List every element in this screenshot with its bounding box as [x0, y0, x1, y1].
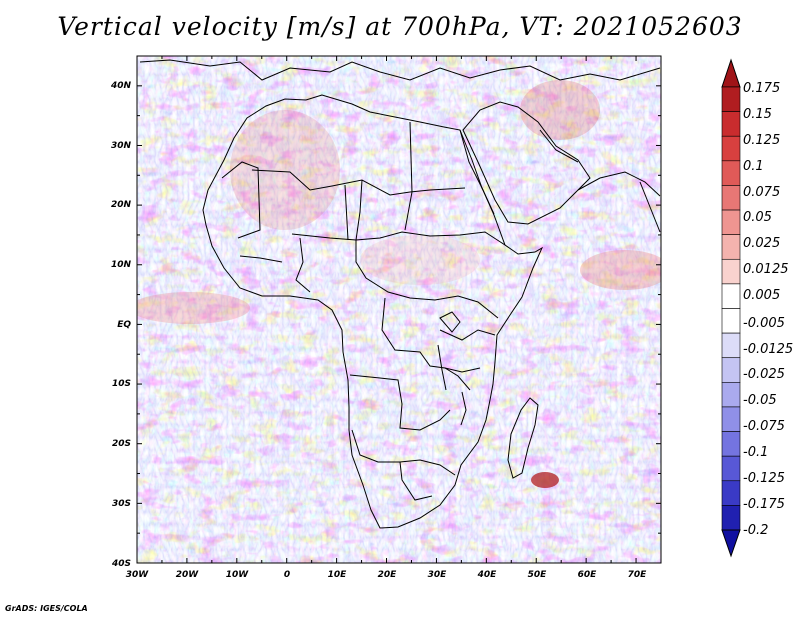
lat-tick-label: 10N	[111, 260, 132, 270]
lat-tick-labels: 40N 30N 20N 10N EQ 10S 20S 30S 40S	[110, 81, 132, 569]
lat-tick-label: 40S	[111, 559, 131, 569]
colorbar-segment	[721, 135, 741, 162]
colorbar-label: -0.125	[743, 471, 785, 486]
arabian-peninsula	[462, 101, 591, 225]
lon-tick-label: 0	[284, 570, 290, 580]
colorbar-segment	[721, 209, 741, 235]
colorbar-segment	[721, 382, 741, 408]
lat-tick-label: 30N	[111, 141, 132, 151]
credit-text: GrADS: IGES/COLA	[5, 604, 88, 613]
border-6	[344, 184, 349, 241]
lat-tick-label: EQ	[117, 320, 131, 330]
lon-tick-label: 40E	[477, 570, 498, 580]
colorbar-label: 0.125	[743, 133, 780, 148]
colorbar-segment	[721, 111, 741, 137]
border-5	[404, 121, 413, 231]
colorbar-label: -0.075	[743, 419, 785, 434]
border-14	[444, 367, 481, 373]
colorbar-segment	[721, 86, 741, 112]
colorbar-segment	[721, 455, 741, 482]
india-coast	[639, 181, 661, 233]
colorbar-label: 0.005	[743, 288, 780, 303]
colorbar-bottom-arrow	[721, 529, 741, 558]
border-4	[355, 179, 499, 319]
plot-frame	[136, 55, 662, 564]
border-10	[349, 374, 451, 431]
madagascar	[507, 397, 539, 479]
colorbar-label: 0.05	[743, 210, 772, 225]
velocity-field	[137, 56, 661, 563]
colorbar-segment	[721, 406, 741, 432]
colorbar-segment	[721, 283, 741, 309]
colorbar-segment	[721, 308, 741, 334]
colorbar-segment	[721, 258, 741, 285]
lat-tick-label: 20S	[112, 439, 131, 449]
colorbar-label: -0.025	[743, 367, 785, 382]
lon-tick-label: 50E	[528, 570, 548, 580]
colorbar-top-arrow	[721, 58, 741, 88]
lake-nyasa	[460, 391, 467, 426]
lon-tick-label: 60E	[578, 570, 598, 580]
lon-tick-label: 20E	[378, 570, 398, 580]
colorbar-label: 0.1	[743, 159, 764, 174]
colorbar-label: 0.025	[743, 236, 780, 251]
lon-tick-label: 10W	[226, 570, 250, 580]
colorbar-label: 0.075	[743, 185, 780, 200]
border-9	[381, 297, 471, 391]
red-sea-west	[459, 129, 495, 215]
colorbar-segment	[721, 185, 741, 211]
colorbar-label: -0.1	[743, 445, 768, 460]
colorbar-segment	[721, 234, 741, 260]
border-12	[399, 461, 433, 501]
border-8	[239, 255, 283, 263]
colorbar-label: 0.175	[743, 81, 780, 96]
colorbar-segment	[721, 431, 741, 457]
colorbar-segments	[721, 86, 741, 531]
colorbar-labels: 0.175 0.15 0.125 0.1 0.075 0.05 0.025 0.…	[743, 81, 793, 538]
asia-coast	[577, 171, 661, 197]
colorbar-segment	[721, 505, 741, 531]
coastline-and-borders	[139, 59, 661, 529]
colorbar-segment	[721, 332, 741, 359]
lon-tick-label: 20W	[176, 570, 200, 580]
lon-tick-label: 30W	[126, 570, 150, 580]
colorbar-label: -0.005	[743, 316, 785, 331]
border-3	[291, 231, 506, 246]
colorbar: 0.175 0.15 0.125 0.1 0.075 0.05 0.025 0.…	[721, 58, 793, 558]
border-2	[221, 161, 261, 239]
border-13	[439, 329, 496, 341]
axis-ticks	[136, 55, 662, 564]
colorbar-label: -0.05	[743, 393, 777, 408]
colorbar-label: -0.2	[743, 523, 768, 538]
colorbar-segment	[721, 160, 741, 186]
lon-tick-labels: 30W 20W 10W 0 10E 20E 30E 40E 50E 60E 70…	[126, 570, 647, 580]
europe-coast	[139, 59, 661, 81]
lon-tick-label: 10E	[328, 570, 348, 580]
lon-tick-label: 30E	[428, 570, 448, 580]
map-title: Vertical velocity [m/s] at 700hPa, VT: 2…	[57, 12, 743, 41]
lat-tick-label: 20N	[111, 200, 132, 210]
lon-tick-label: 70E	[628, 570, 648, 580]
colorbar-segment	[721, 480, 741, 506]
colorbar-label: 0.0125	[743, 262, 789, 277]
lat-tick-label: 10S	[112, 379, 131, 389]
colorbar-segment	[721, 357, 741, 383]
colorbar-label: 0.15	[743, 107, 772, 122]
lat-tick-label: 30S	[112, 499, 131, 509]
lake-tanganyika	[437, 344, 447, 391]
lat-tick-label: 40N	[110, 81, 132, 91]
colorbar-label: -0.0125	[743, 342, 793, 357]
border-15	[539, 129, 579, 163]
lake-victoria	[439, 311, 461, 333]
border-7	[295, 237, 311, 293]
colorbar-label: -0.175	[743, 497, 785, 512]
